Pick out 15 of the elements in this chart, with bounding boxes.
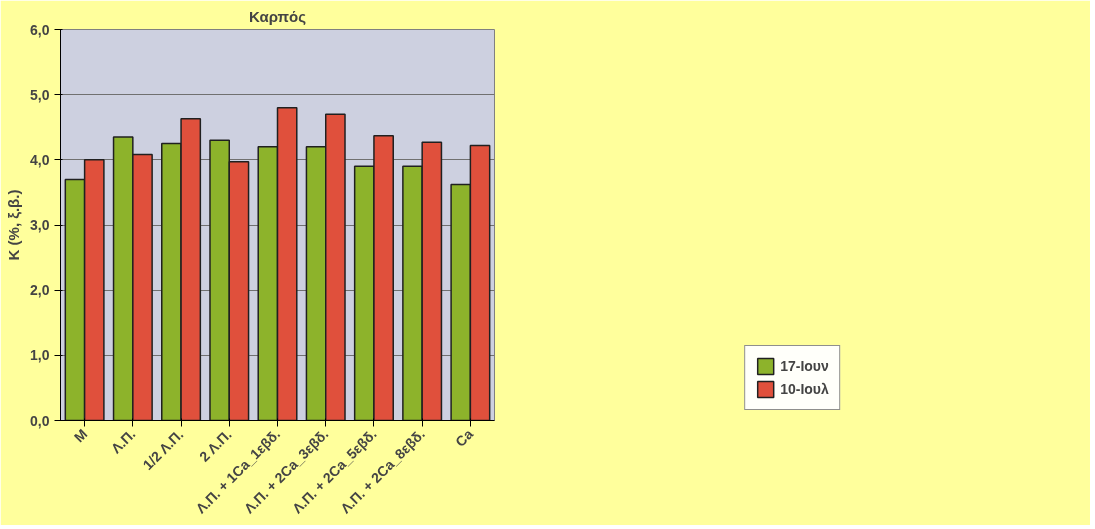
y-tick-label: 5,0: [30, 86, 50, 103]
legend-label: 10-Ιουλ: [780, 381, 829, 397]
y-axis-title: K (%, ξ.β.): [5, 189, 23, 261]
y-tick-label: 0,0: [30, 412, 50, 429]
y-tick-label: 4,0: [30, 151, 50, 168]
x-tick-label: 1/2 Λ.Π.: [139, 426, 187, 473]
y-tick-label: 3,0: [30, 217, 50, 233]
legend-label: 17-Ιουν: [780, 358, 829, 374]
x-tick-label: Λ.Π.: [107, 425, 139, 457]
x-tick-label: M: [70, 425, 91, 446]
y-tick-label: 6,0: [30, 21, 50, 38]
y-tick-label: 1,0: [30, 347, 50, 364]
x-tick-label: Ca: [452, 425, 477, 450]
chart-title: Καρπός: [248, 7, 307, 25]
y-tick-label: 2,0: [30, 282, 50, 299]
